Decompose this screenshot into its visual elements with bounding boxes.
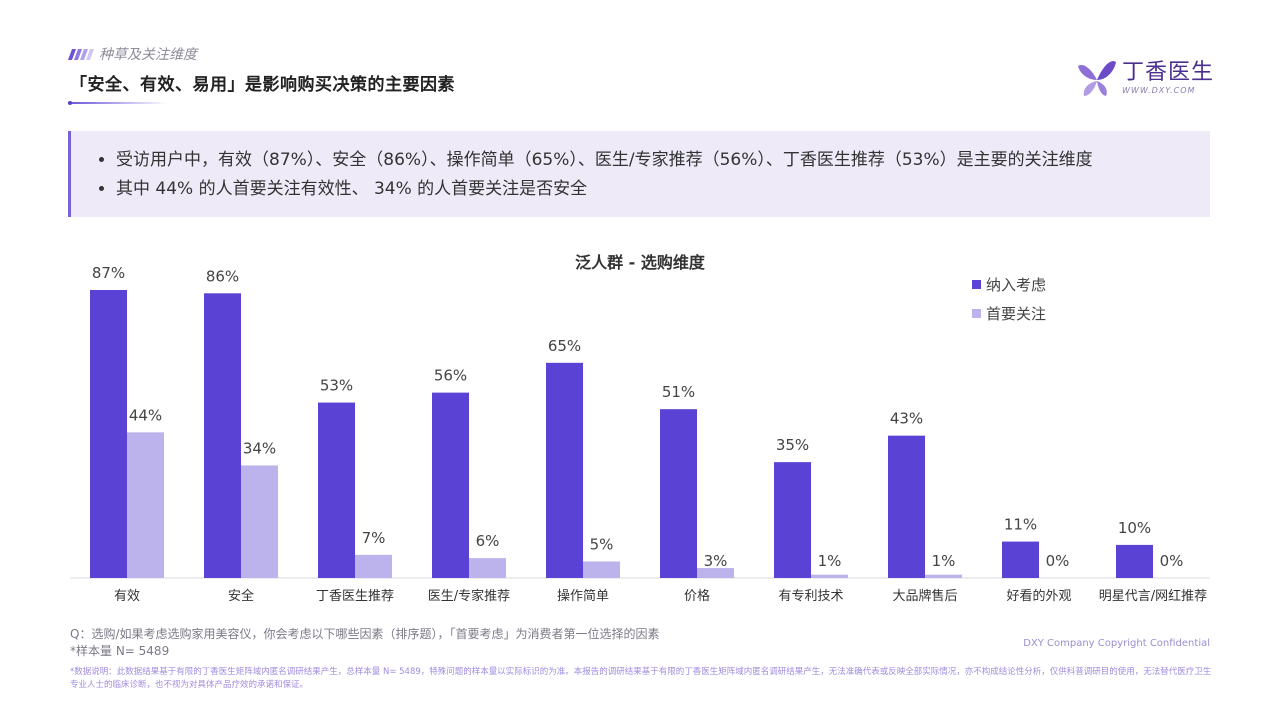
value-label-considered-0: 87% [92, 264, 125, 282]
legend-label-0: 纳入考虑 [986, 276, 1046, 294]
bar-considered-2 [318, 402, 355, 578]
logo-url: WWW.DXY.COM [1122, 86, 1196, 95]
data-disclaimer: *数据说明：此数据结果基于有限的丁香医生矩阵域内匿名调研结果产生，总样本量 N=… [70, 667, 1212, 690]
category-label-3: 医生/专家推荐 [428, 588, 510, 604]
bar-primary-7 [925, 574, 962, 578]
bar-considered-9 [1116, 544, 1153, 578]
category-label-0: 有效 [114, 589, 140, 604]
category-label-9: 明星代言/网红推荐 [1099, 588, 1207, 604]
bar-considered-4 [546, 362, 583, 578]
value-label-primary-8: 0% [1046, 552, 1070, 570]
bar-considered-3 [432, 392, 469, 578]
dxy-logo: 丁香医生 WWW.DXY.COM [1076, 56, 1214, 100]
section-tag-bars [67, 48, 95, 60]
category-label-8: 好看的外观 [1006, 588, 1071, 604]
value-label-considered-1: 86% [206, 267, 239, 285]
bar-considered-7 [888, 435, 925, 578]
value-label-primary-9: 0% [1160, 552, 1184, 570]
bar-primary-5 [697, 568, 734, 578]
value-label-considered-2: 53% [320, 377, 353, 395]
chart-title: 泛人群 - 选购维度 [575, 253, 706, 272]
bar-considered-1 [204, 293, 241, 578]
selection-dimension-bar-chart: 泛人群 - 选购维度 87% 44% 有效 86% 34% 安全 53% 7% 丁香医生推荐 56%… [70, 253, 1210, 604]
value-label-primary-1: 34% [243, 439, 276, 457]
category-label-5: 价格 [684, 588, 710, 604]
value-label-considered-8: 11% [1004, 516, 1037, 534]
value-label-considered-5: 51% [662, 383, 695, 401]
value-label-primary-6: 1% [818, 552, 842, 570]
category-label-7: 大品牌售后 [892, 588, 957, 604]
category-label-1: 安全 [228, 588, 254, 604]
bar-primary-0 [127, 432, 164, 578]
value-label-considered-3: 56% [434, 367, 467, 385]
bar-primary-1 [241, 465, 278, 578]
summary-list: 受访用户中，有效（87%）、安全（86%）、操作简单（65%）、医生/专家推荐（… [71, 131, 1210, 204]
bar-primary-3 [469, 558, 506, 578]
copyright-notice: DXY Company Copyright Confidential [1023, 638, 1210, 649]
bar-primary-4 [583, 561, 620, 578]
value-label-primary-4: 5% [590, 535, 614, 553]
legend-swatch-0 [972, 280, 981, 289]
summary-box: 受访用户中，有效（87%）、安全（86%）、操作简单（65%）、医生/专家推荐（… [68, 131, 1210, 217]
sample-size: *样本量 N= 5489 [70, 644, 170, 658]
summary-bullet-1: 受访用户中，有效（87%）、安全（86%）、操作简单（65%）、医生/专家推荐（… [116, 146, 1210, 175]
page-title: 「安全、有效、易用」是影响购买决策的主要因素 [70, 75, 455, 95]
category-label-2: 丁香医生推荐 [316, 589, 394, 604]
value-label-primary-3: 6% [476, 532, 500, 550]
value-label-primary-7: 1% [932, 552, 956, 570]
survey-question: Q：选购/如果考虑选购家用美容仪，你会考虑以下哪些因素（排序题），「首要考虑」为… [70, 627, 660, 641]
section-tag: 种草及关注维度 [67, 44, 197, 64]
category-label-6: 有专利技术 [778, 589, 843, 604]
legend-swatch-1 [972, 309, 981, 318]
value-label-primary-5: 3% [704, 552, 728, 570]
value-label-considered-7: 43% [890, 410, 923, 428]
butterfly-logo-icon [1078, 61, 1116, 96]
bar-primary-6 [811, 574, 848, 578]
legend-label-1: 首要关注 [986, 305, 1046, 323]
logo-name: 丁香医生 [1122, 60, 1215, 85]
value-label-considered-9: 10% [1118, 519, 1151, 537]
summary-bullet-2: 其中 44% 的人首要关注有效性、 34% 的人首要关注是否安全 [116, 175, 1210, 204]
section-label: 种草及关注维度 [99, 47, 197, 63]
bar-considered-8 [1002, 541, 1039, 578]
bar-considered-0 [90, 290, 127, 578]
bar-considered-6 [774, 462, 811, 578]
title-underline [68, 101, 168, 105]
value-label-primary-2: 7% [362, 529, 386, 547]
category-label-4: 操作简单 [557, 588, 609, 604]
bar-considered-5 [660, 409, 697, 578]
value-label-primary-0: 44% [129, 406, 162, 424]
value-label-considered-4: 65% [548, 337, 581, 355]
value-label-considered-6: 35% [776, 436, 809, 454]
bar-primary-2 [355, 554, 392, 578]
